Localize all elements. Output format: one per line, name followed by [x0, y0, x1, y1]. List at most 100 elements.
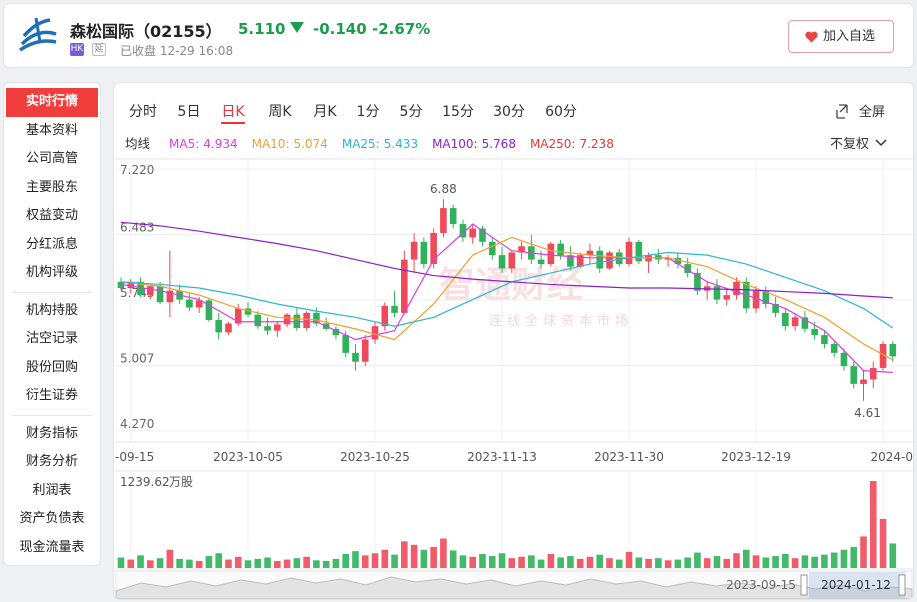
company-logo [19, 17, 57, 52]
period-tab[interactable]: 60分 [545, 104, 577, 120]
period-tab[interactable]: 分时 [129, 104, 157, 120]
volume-bar [762, 557, 770, 568]
volume-bar [625, 551, 633, 568]
candle-body [332, 328, 340, 336]
candle-body [830, 343, 838, 353]
candle-body [782, 312, 789, 327]
sidebar-item[interactable]: 财务指标 [25, 425, 78, 441]
period-tab[interactable]: 15分 [442, 104, 474, 120]
volume-bar [703, 558, 711, 568]
candle-body [821, 335, 828, 344]
y-tick-label: 5.745 [120, 286, 154, 300]
y-tick-label: 4.270 [120, 417, 154, 431]
market-badge: HK [70, 43, 84, 56]
candle-body [518, 246, 525, 253]
x-tick-label: 2023-11-30 [594, 450, 664, 464]
sidebar-item[interactable]: 实时行情 [6, 88, 98, 117]
volume-bar [293, 558, 301, 568]
ma-legend-value: 5.074 [293, 137, 327, 151]
watermark: 智通财经 [439, 265, 583, 306]
period-tab[interactable]: 月K [313, 104, 337, 120]
sidebar-item[interactable]: 公司高管 [25, 151, 78, 166]
sidebar-item[interactable]: 机构持股 [25, 302, 78, 318]
sidebar-item[interactable]: 财务分析 [25, 454, 78, 469]
sidebar-item[interactable]: 现金流量表 [19, 539, 85, 555]
candle-body [772, 303, 779, 313]
navigator-selection[interactable] [809, 572, 905, 598]
candle-body [381, 305, 389, 327]
candle-body [811, 328, 818, 336]
period-tab[interactable]: 1分 [357, 104, 380, 120]
volume-bar [244, 560, 252, 568]
candle-body [733, 281, 740, 296]
candle-body [801, 317, 809, 329]
candle-body [596, 250, 604, 269]
candle-body [401, 259, 408, 313]
sidebar-item[interactable]: 权益变动 [25, 208, 78, 223]
candle-body [508, 252, 516, 269]
volume-bar [713, 556, 721, 568]
sidebar-item[interactable]: 衍生证券 [25, 388, 78, 403]
volume-bar [684, 557, 691, 568]
market-status: 已收盘 12-29 16:08 [120, 44, 234, 58]
candle-body [195, 300, 203, 308]
x-tick-label: 2023-12-19 [721, 450, 791, 464]
volume-bar [371, 553, 379, 568]
sidebar-item[interactable]: 机构评级 [25, 265, 78, 280]
candle-body [430, 232, 437, 265]
candle-body [850, 366, 858, 384]
candle-body [225, 323, 232, 333]
candle-body [664, 257, 672, 260]
volume-bar [596, 554, 604, 568]
period-tab[interactable]: 5分 [400, 104, 423, 120]
navigator-end: 2024-01-12 [821, 578, 891, 592]
period-tab[interactable]: 5日 [178, 104, 201, 120]
volume-bar [733, 553, 740, 568]
candle-body [762, 290, 770, 304]
volume-bar [889, 543, 897, 568]
sidebar-item[interactable]: 沽空记录 [25, 331, 78, 346]
price-change: -0.140 [313, 20, 367, 38]
ma-legend-name: MA100: [432, 137, 478, 151]
volume-bar [537, 559, 545, 568]
ma-legend-value: 4.934 [203, 137, 237, 151]
fullscreen-label[interactable]: 全屏 [859, 104, 885, 120]
candle-body [840, 352, 848, 367]
period-tab[interactable]: 周K [268, 104, 292, 120]
sidebar-item[interactable]: 利润表 [32, 482, 72, 498]
volume-bar [215, 553, 222, 568]
add-watchlist-button[interactable]: 加入自选 [788, 20, 894, 53]
fullscreen-icon[interactable] [836, 104, 848, 119]
volume-bar [147, 560, 154, 568]
navigator-handle[interactable] [898, 574, 906, 596]
ma-legend-name: MA5: [169, 137, 199, 151]
candle-body [254, 314, 262, 327]
navigator-handle[interactable] [800, 574, 808, 596]
candle-body [166, 290, 174, 303]
volume-bar [166, 549, 174, 568]
volume-bar [791, 558, 799, 568]
period-tab[interactable]: 日K [221, 104, 245, 120]
sidebar-item[interactable]: 分红派息 [25, 236, 78, 252]
candle-body [469, 228, 477, 238]
volume-bar [420, 549, 428, 568]
candle-body [879, 343, 887, 368]
chevron-icon[interactable] [875, 139, 887, 147]
candle-body [625, 241, 633, 265]
candle-body [449, 208, 457, 225]
sidebar-item[interactable]: 资产负债表 [19, 511, 85, 526]
y-tick-label: 5.007 [120, 352, 154, 366]
sidebar-item[interactable]: 基本资料 [25, 122, 78, 138]
candle-body [342, 335, 350, 353]
candle-body [352, 352, 359, 362]
period-tab[interactable]: 30分 [493, 104, 525, 120]
volume-bar [508, 558, 516, 568]
candle-body [391, 305, 398, 313]
volume-bar [840, 549, 848, 568]
sidebar-item[interactable]: 股份回购 [25, 359, 78, 375]
candle-body [860, 379, 867, 384]
x-tick-label: 2024-0 [870, 450, 913, 464]
adjust-select[interactable]: 不复权 [830, 136, 869, 152]
volume-bar [694, 552, 701, 568]
sidebar-item[interactable]: 主要股东 [25, 179, 78, 195]
